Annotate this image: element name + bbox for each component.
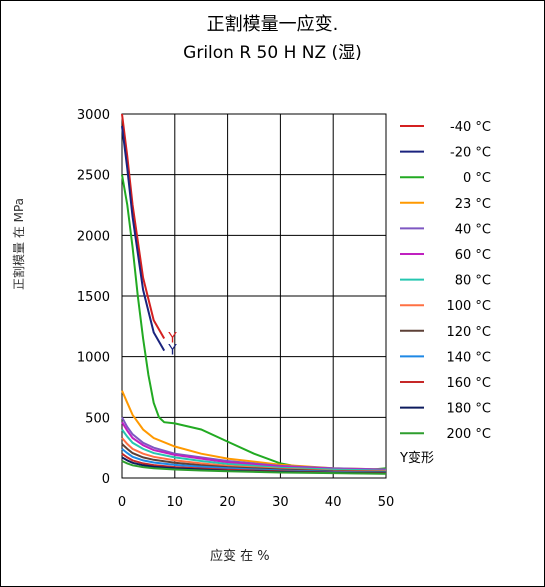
legend-label: 120 °C [446,325,491,340]
y-tick-label: 0 [102,472,110,487]
legend-label: -20 °C [450,146,491,161]
y-tick-label: 2000 [77,229,110,244]
legend-label: 80 °C [455,274,491,289]
legend-label: -40 °C [450,120,491,135]
series-line [121,428,387,472]
legend-label: 60 °C [455,248,491,263]
x-tick-label: 30 [272,495,289,510]
chart-title: 正割模量一应变. [206,14,339,35]
series-line [121,460,387,475]
legend-label: 200 °C [446,427,491,442]
legend-label: 140 °C [446,350,491,365]
x-tick-label: 40 [325,495,342,510]
chart-subtitle: Grilon R 50 H NZ (湿) [183,43,362,63]
x-tick-label: 0 [118,495,126,510]
series-lines: YY [121,113,387,475]
legend-label: 40 °C [455,222,491,237]
y-tick-label: 500 [85,411,110,426]
yield-marker: Y [167,330,177,346]
y-tick-label: 1000 [77,351,110,366]
x-axis-label: 应变 在 % [210,549,270,564]
x-tick-label: 50 [378,495,395,510]
x-tick-label: 20 [219,495,236,510]
y-tick-label: 3000 [77,108,110,123]
series-line [121,125,166,352]
legend: -40 °C -20 °C 0 °C 23 °C 40 °C 60 °C 80 °C 100 … [399,120,491,466]
legend-label: 160 °C [446,376,491,391]
legend-label: 0 °C [463,171,491,186]
legend-label: 23 °C [455,197,491,212]
legend-label: 100 °C [446,299,491,314]
legend-label: 180 °C [446,402,491,417]
grid [121,113,387,479]
y-tick-label: 1500 [77,290,110,305]
x-tick-label: 10 [167,495,184,510]
series-line [121,113,166,339]
yield-note: Y变形 [399,450,434,466]
yield-marker: Y [167,343,177,359]
series-line [121,174,387,472]
y-tick-label: 2500 [77,169,110,184]
